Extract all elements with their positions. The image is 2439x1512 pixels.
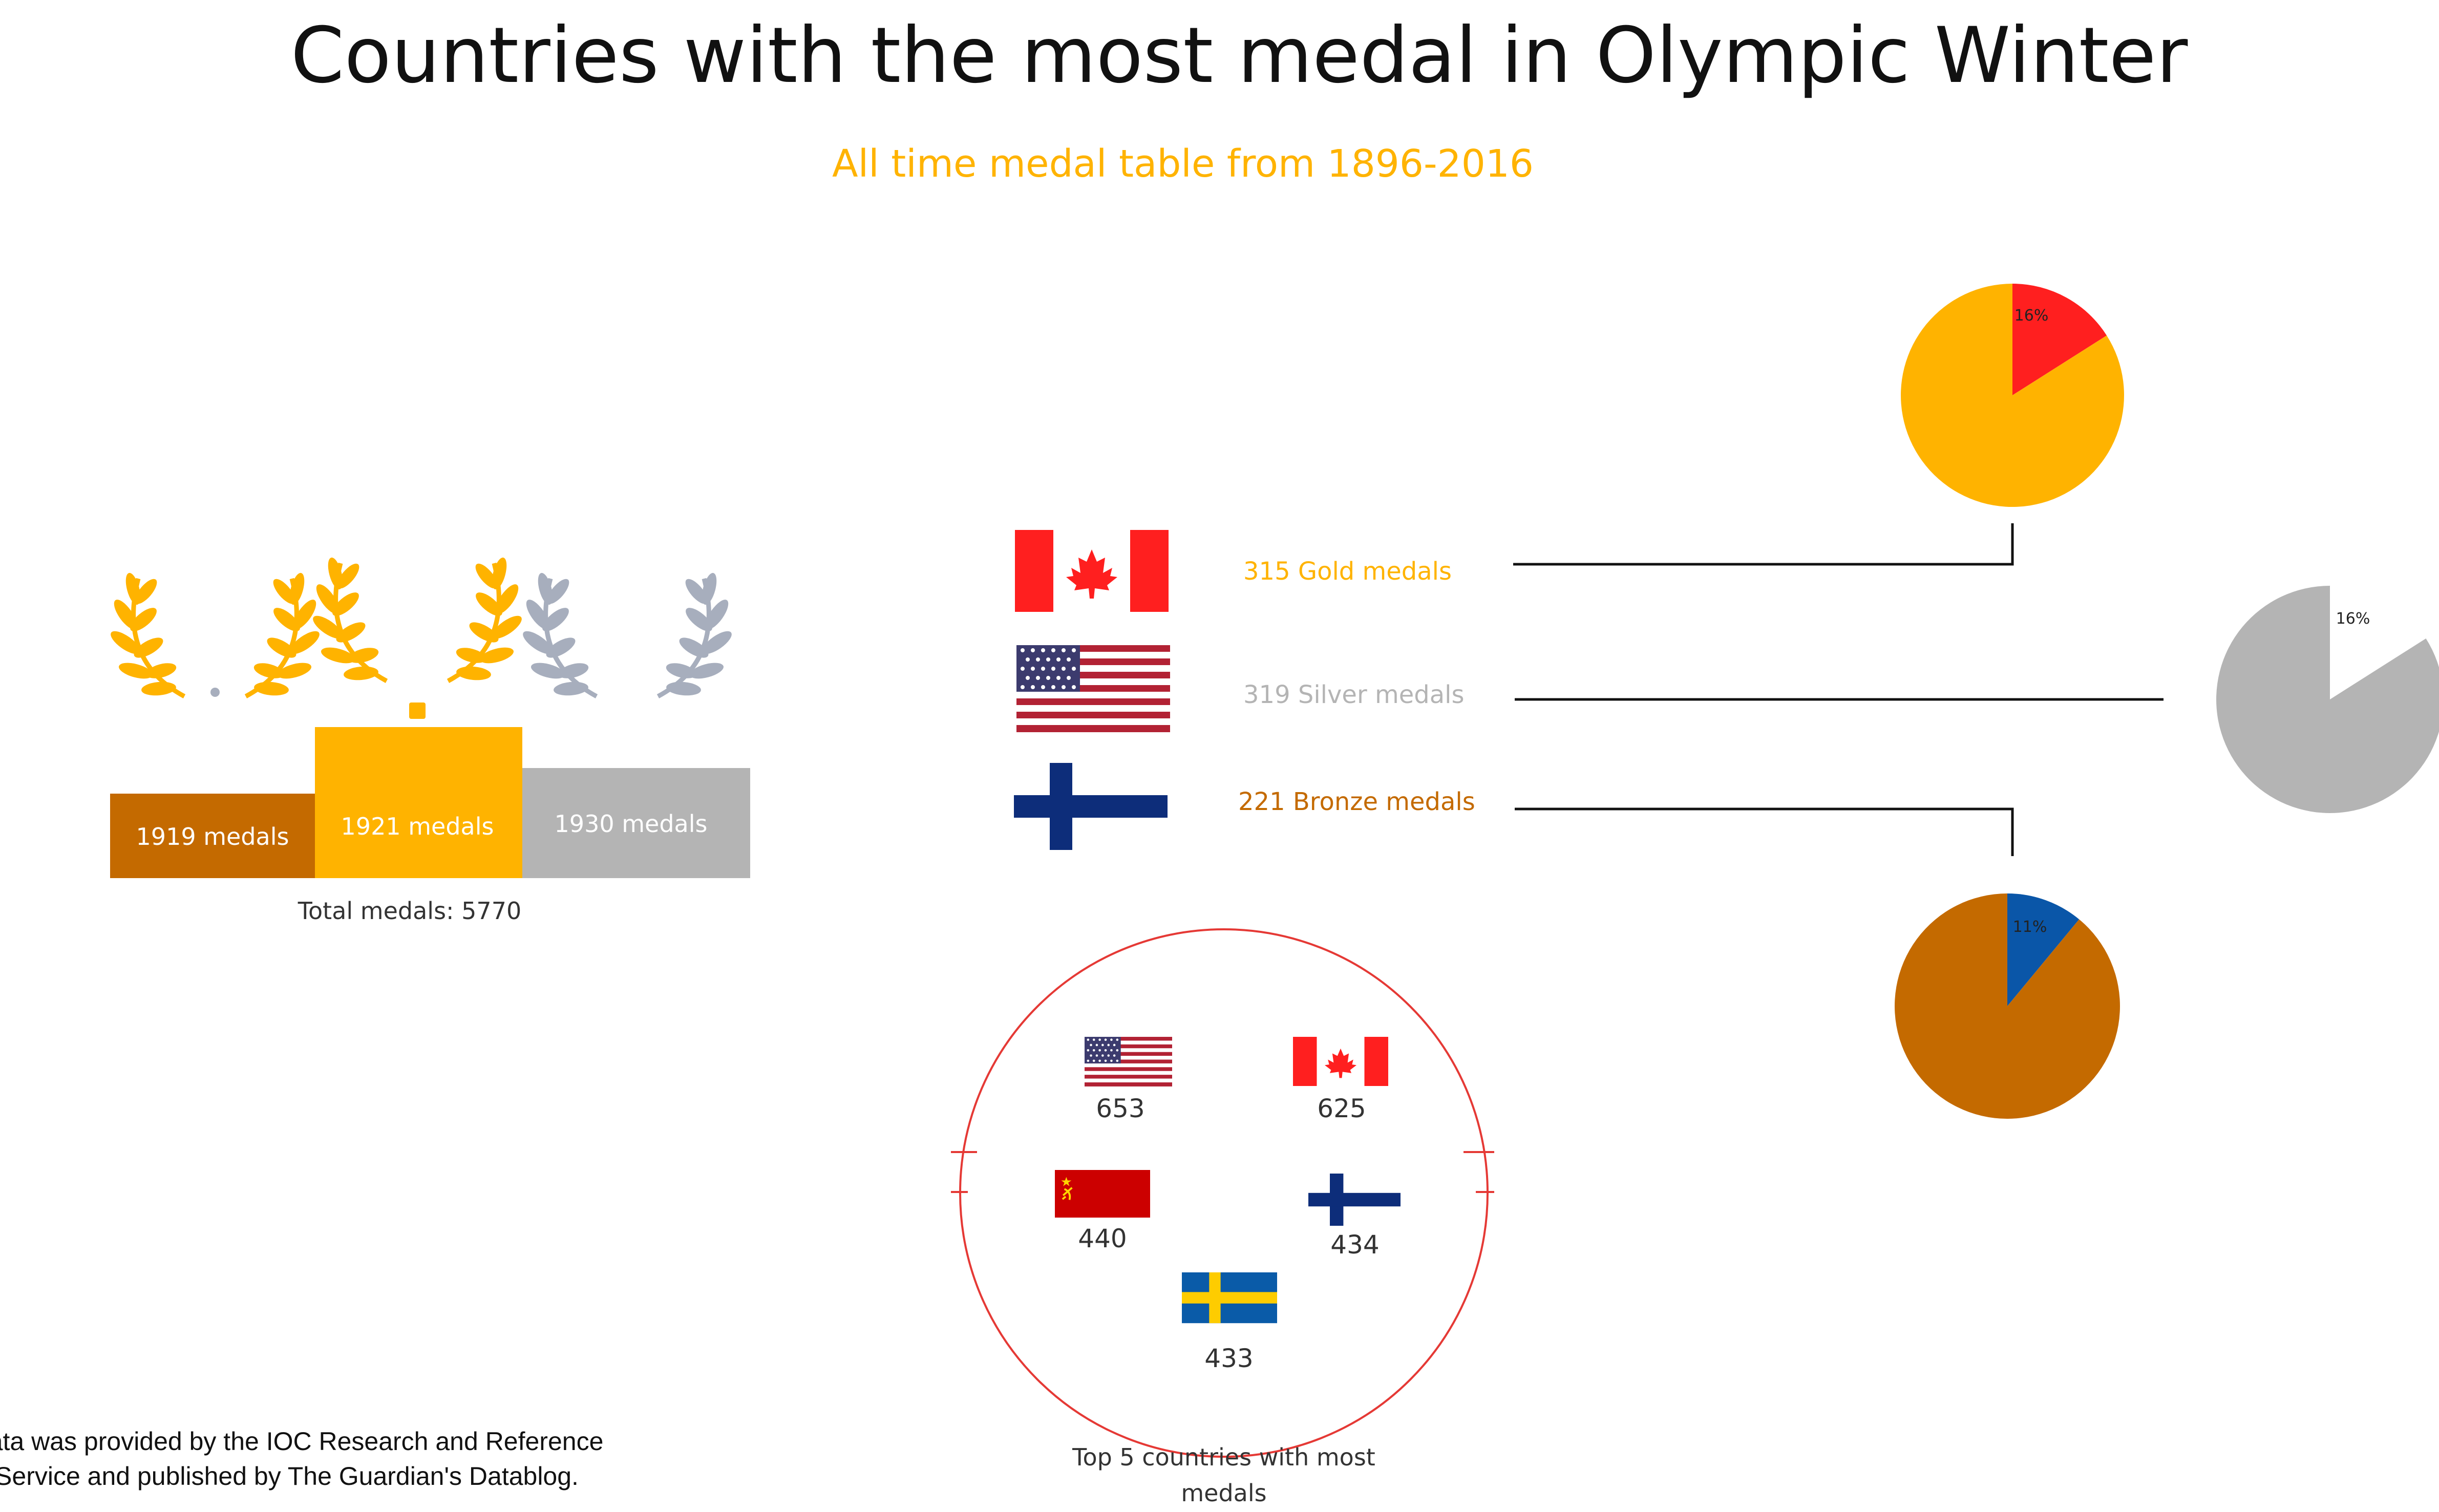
ussr-flag [1054, 1169, 1151, 1219]
usa-flag [1085, 1037, 1172, 1087]
gold-pie-highlight-slice [2012, 284, 2107, 395]
bronze-share-pie [1895, 893, 2120, 1119]
top5-caption-line-2: medals [1181, 1479, 1266, 1507]
gold-share-pie [1900, 284, 2124, 507]
gold-connector-line [1513, 523, 2014, 566]
podium: 1919 medals 1921 medals 1930 medals Tota… [108, 556, 750, 925]
bronze-pie-highlight-slice [2007, 893, 2080, 1006]
silver-medals-label: 319 Silver medals [1243, 680, 1464, 709]
bronze-medals-label: 221 Bronze medals [1238, 787, 1475, 816]
total-medals-caption: Total medals: 5770 [298, 897, 521, 925]
top5-count-canada: 625 [1317, 1094, 1366, 1123]
gold-medals-label: 315 Gold medals [1243, 557, 1452, 586]
silver-wreath-icon [520, 571, 735, 697]
silver-pie-percent-label: 16% [2336, 610, 2370, 628]
top5-count-soviet-union: 440 [1078, 1224, 1127, 1253]
canada-flag [1293, 1037, 1388, 1086]
podium-label-gold: 1921 medals [341, 813, 494, 840]
page-subtitle: All time medal table from 1896-2016 [832, 142, 1534, 186]
bronze-wreath-icon [108, 571, 323, 697]
canada-leader-row: 315 Gold medals [1015, 530, 1452, 612]
podium-label-bronze: 1919 medals [136, 823, 289, 850]
top5-caption-line-1: Top 5 countries with most [1072, 1443, 1375, 1471]
finland-flag [1014, 763, 1168, 850]
source-note-line-2: Service and published by The Guardian's … [0, 1462, 579, 1490]
finland-leader-row: 221 Bronze medals [1014, 763, 1475, 850]
canada-flag [1015, 530, 1169, 612]
silver-pie-remainder-slice [2216, 586, 2439, 813]
podium-step-silver [522, 768, 750, 878]
source-note-line-1: Data was provided by the IOC Research an… [0, 1427, 603, 1456]
bronze-connector-line [1515, 807, 2014, 856]
silver-share-pie [2216, 586, 2439, 813]
sweden-flag [1182, 1272, 1277, 1324]
usa-leader-row: 319 Silver medals [1016, 645, 1464, 732]
top5-count-usa: 653 [1096, 1094, 1144, 1123]
podium-step-bronze [110, 794, 315, 878]
gold-wreath-icon [310, 556, 525, 719]
page-title: Countries with the most medal in Olympic… [291, 11, 2188, 100]
top5-count-finland: 434 [1330, 1230, 1379, 1260]
podium-label-silver: 1930 medals [555, 810, 708, 838]
bronze-pie-remainder-slice [1895, 893, 2120, 1119]
gold-pie-percent-label: 16% [2014, 307, 2049, 325]
top5-count-sweden: 433 [1204, 1344, 1253, 1373]
gold-pie-remainder-slice [1900, 284, 2124, 507]
podium-step-gold [315, 727, 522, 878]
finland-flag [1308, 1174, 1401, 1226]
bronze-pie-percent-label: 11% [2013, 918, 2047, 936]
usa-flag [1016, 645, 1170, 732]
silver-pie-highlight-slice [2330, 586, 2426, 699]
top5-circle: 653 625 440 434 433 [951, 928, 1494, 1458]
